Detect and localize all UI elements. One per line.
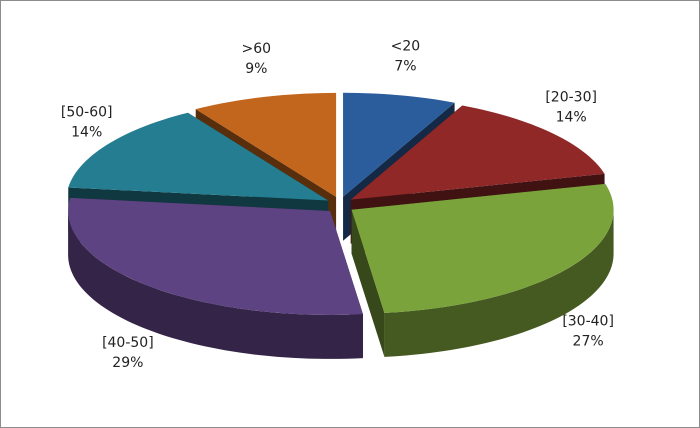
value-label: 27% bbox=[573, 333, 604, 349]
slice-side bbox=[68, 210, 363, 359]
slice bbox=[68, 197, 363, 359]
slice bbox=[68, 112, 329, 201]
category-label: [50-60] bbox=[61, 105, 113, 121]
slice bbox=[350, 105, 605, 200]
value-label: 9% bbox=[245, 61, 267, 77]
value-label: 29% bbox=[112, 355, 143, 371]
slice bbox=[195, 92, 337, 197]
data-label: [30-40] 27% bbox=[562, 313, 614, 349]
value-label: 7% bbox=[394, 59, 416, 75]
category-label: [40-50] bbox=[102, 335, 154, 351]
category-label: <20 bbox=[391, 39, 421, 55]
slice bbox=[343, 92, 455, 197]
data-label: >60 9% bbox=[242, 41, 272, 77]
data-label: [40-50] 29% bbox=[102, 335, 154, 371]
value-label: 14% bbox=[71, 125, 102, 141]
slice bbox=[68, 197, 363, 315]
category-label: [30-40] bbox=[562, 313, 614, 329]
category-label: [20-30] bbox=[545, 89, 597, 105]
value-label: 14% bbox=[556, 109, 587, 125]
category-label: >60 bbox=[242, 41, 272, 57]
data-label: [50-60] 14% bbox=[61, 105, 113, 141]
slice bbox=[351, 183, 614, 313]
slice bbox=[351, 183, 614, 357]
slice-wall bbox=[351, 209, 385, 357]
data-label: <20 7% bbox=[391, 39, 421, 75]
slice-side bbox=[384, 209, 614, 357]
data-label: [20-30] 14% bbox=[545, 89, 597, 125]
